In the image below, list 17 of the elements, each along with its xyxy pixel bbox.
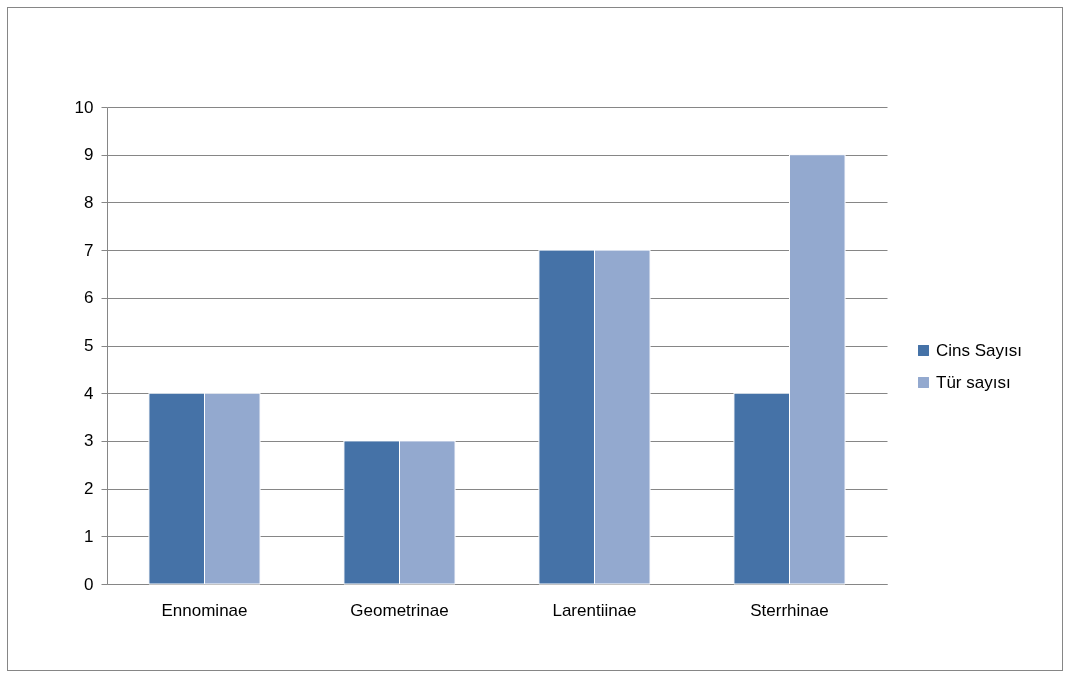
y-tick-label: 8 bbox=[84, 192, 94, 212]
y-tick-label: 3 bbox=[84, 431, 94, 451]
y-tick-label: 5 bbox=[84, 336, 94, 355]
x-tick-label: Geometrinae bbox=[350, 600, 449, 620]
y-tick-label: 10 bbox=[74, 97, 94, 117]
y-tick-label: 6 bbox=[84, 288, 94, 308]
legend-label: Cins Sayısı bbox=[936, 340, 1022, 360]
y-tick-label: 7 bbox=[84, 240, 94, 260]
y-tick-label: 0 bbox=[84, 574, 94, 594]
x-tick-label: Larentiinae bbox=[552, 600, 637, 620]
y-tick-label: 4 bbox=[84, 383, 94, 403]
x-tick-label: Sterrhinae bbox=[750, 600, 829, 620]
y-tick-label: 9 bbox=[84, 145, 94, 165]
y-tick-label: 2 bbox=[84, 479, 94, 499]
x-tick-label: Ennominae bbox=[161, 600, 248, 620]
y-tick-label: 1 bbox=[84, 526, 94, 546]
legend-label: Tür sayısı bbox=[936, 372, 1011, 392]
